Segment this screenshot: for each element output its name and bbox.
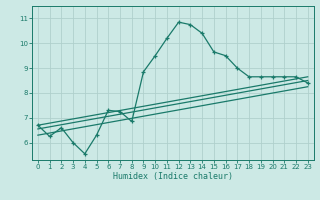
X-axis label: Humidex (Indice chaleur): Humidex (Indice chaleur)	[113, 172, 233, 181]
